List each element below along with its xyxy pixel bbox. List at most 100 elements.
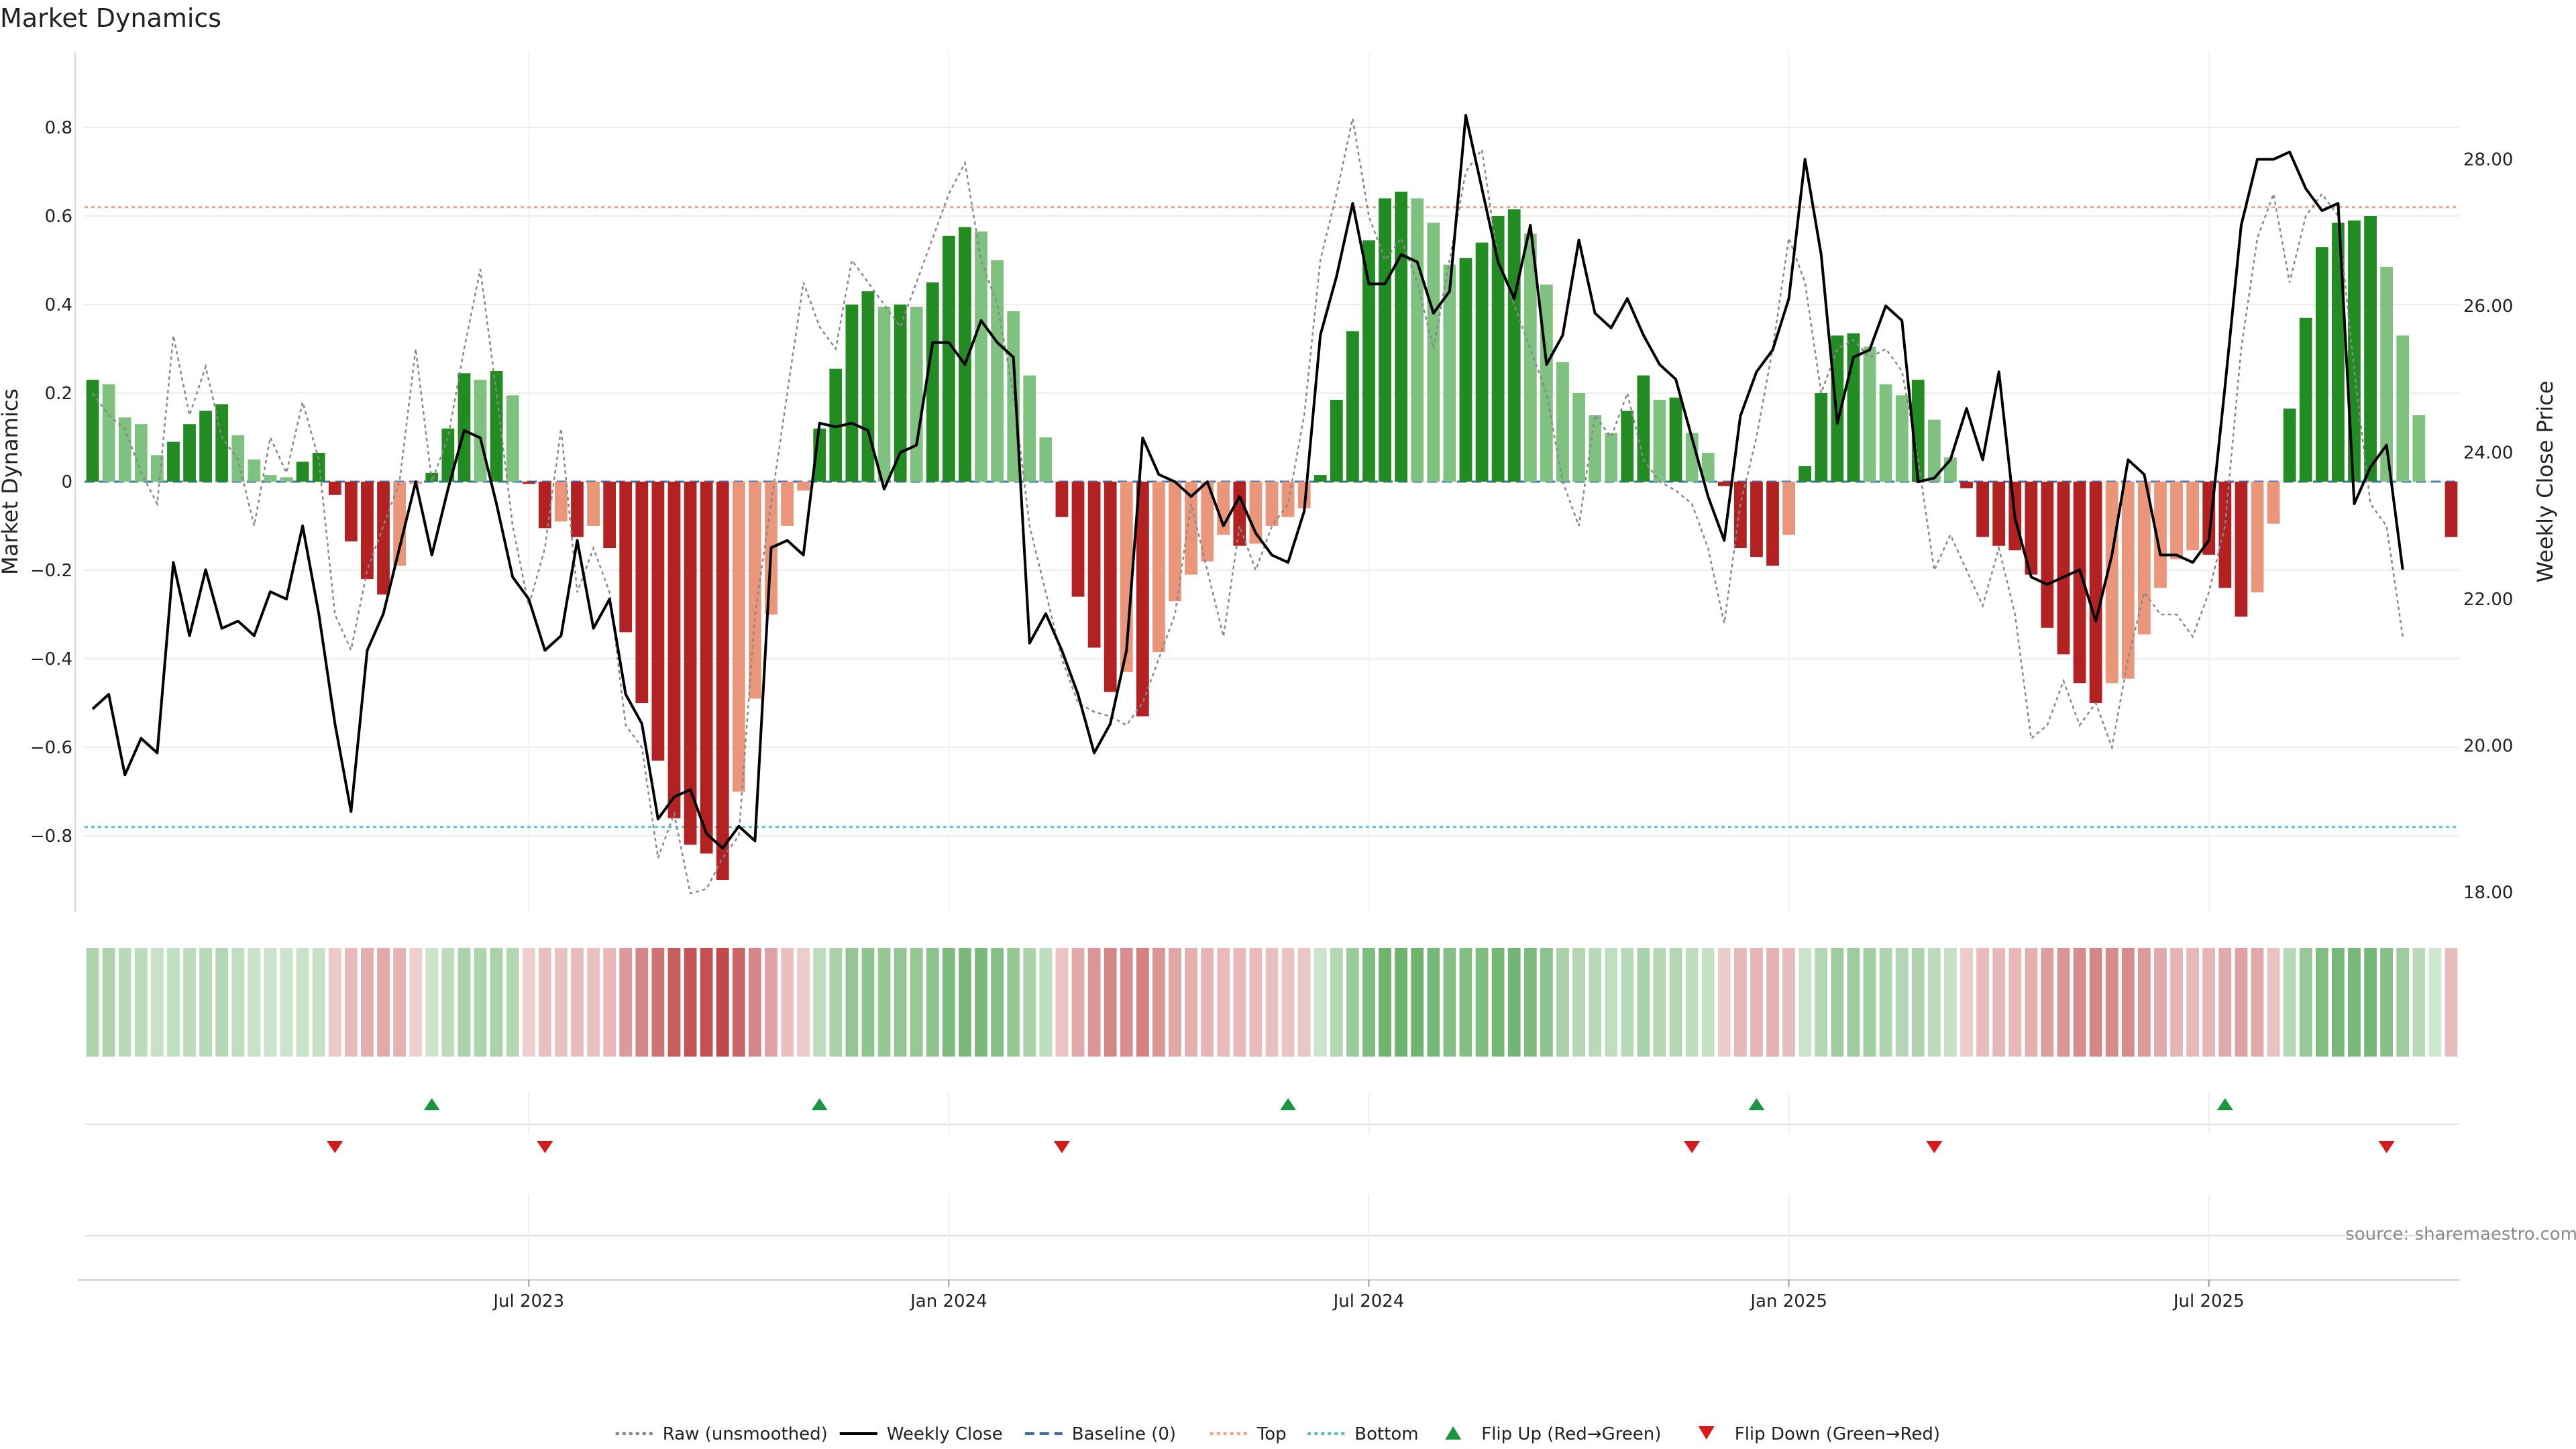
- legend-item-close: Weekly Close: [839, 1424, 1003, 1444]
- regime-cell: [1136, 948, 1149, 1057]
- weekly-close-line: [91, 113, 2404, 850]
- right-y-axis-label: Weekly Close Price: [2532, 380, 2558, 582]
- flip-down-marker: [1926, 1141, 1943, 1153]
- dynamics-bar: [587, 482, 600, 526]
- dynamics-bar: [716, 482, 729, 880]
- regime-cell: [1782, 948, 1796, 1057]
- regime-cell: [959, 948, 971, 1057]
- dynamics-bar: [1475, 242, 1489, 482]
- regime-cell: [926, 948, 939, 1057]
- legend-item-baseline: Baseline (0): [1024, 1424, 1176, 1444]
- regime-cell: [910, 948, 923, 1057]
- dynamics-bar: [748, 482, 761, 699]
- dynamics-bar: [1831, 335, 1844, 482]
- regime-cell: [215, 948, 229, 1057]
- legend-label: Weekly Close: [887, 1424, 1003, 1444]
- dynamics-bar: [1427, 222, 1440, 482]
- dynamics-bar: [1185, 482, 1197, 575]
- regime-cell: [797, 948, 810, 1057]
- regime-cell: [328, 948, 341, 1057]
- dynamics-bar: [312, 453, 325, 482]
- regime-cell: [2445, 948, 2458, 1057]
- regime-cell: [1669, 948, 1682, 1057]
- regime-cell: [619, 948, 633, 1057]
- regime-cell: [635, 948, 649, 1057]
- regime-cell: [1152, 948, 1165, 1057]
- dynamics-bar: [538, 482, 551, 529]
- dynamics-bar: [1459, 258, 1472, 482]
- dynamics-bar: [2380, 266, 2394, 482]
- regime-cell: [2364, 948, 2377, 1057]
- dynamics-bar: [2138, 482, 2151, 635]
- dynamics-bar: [1491, 216, 1505, 482]
- regime-cell: [199, 948, 213, 1057]
- regime-cell: [1944, 948, 1957, 1057]
- right-y-tick-label: 24.00: [2463, 443, 2513, 464]
- regime-cell: [1523, 948, 1537, 1057]
- dynamics-bar: [2105, 482, 2118, 684]
- right-y-tick-label: 22.00: [2463, 590, 2513, 610]
- legend-item-raw: Raw (unsmoothed): [615, 1424, 828, 1444]
- flip-markers-panel: [85, 1093, 2459, 1278]
- raw-unsmoothed-line: [91, 118, 2404, 895]
- flip-down-marker: [327, 1141, 343, 1153]
- dynamics-bar: [1233, 482, 1246, 546]
- x-tick-label: Jul 2024: [1332, 1291, 1405, 1311]
- dynamics-bar: [1507, 209, 1521, 482]
- regime-cell: [1879, 948, 1892, 1057]
- source-note: source: sharemaestro.com: [2345, 1224, 2576, 1244]
- dynamics-bar: [2025, 482, 2038, 575]
- regime-cell: [2235, 948, 2248, 1057]
- dynamics-bar: [1523, 233, 1537, 482]
- regime-cell: [2170, 948, 2183, 1057]
- regime-cell: [1685, 948, 1699, 1057]
- regime-cell: [1960, 948, 1973, 1057]
- regime-cell: [86, 948, 99, 1057]
- regime-cell: [1379, 948, 1391, 1057]
- regime-cell: [1992, 948, 2006, 1057]
- regime-cell: [1007, 948, 1020, 1057]
- dynamics-bar: [183, 424, 196, 482]
- regime-cell: [2251, 948, 2264, 1057]
- dynamics-bar: [1330, 399, 1343, 482]
- regime-cell: [2105, 948, 2118, 1057]
- dynamics-bar: [1023, 375, 1036, 482]
- left-y-tick-label: 0.8: [45, 118, 72, 138]
- regime-cell: [2121, 948, 2135, 1057]
- dynamics-bar: [1637, 375, 1650, 482]
- dynamics-bar: [1815, 393, 1828, 482]
- dynamics-bar: [667, 482, 681, 818]
- regime-cell: [522, 948, 535, 1057]
- dynamics-bar: [991, 260, 1004, 482]
- regime-cell: [877, 948, 891, 1057]
- dynamics-bar: [86, 380, 99, 482]
- regime-cell: [458, 948, 471, 1057]
- regime-cell: [1799, 948, 1812, 1057]
- regime-cell: [991, 948, 1004, 1057]
- x-tick-label: Jan 2024: [909, 1291, 987, 1311]
- regime-cell: [1411, 948, 1424, 1057]
- regime-cell: [118, 948, 131, 1057]
- dynamics-bar: [167, 441, 180, 482]
- dynamics-bar: [361, 482, 374, 580]
- regime-cell: [1104, 948, 1117, 1057]
- left-y-axis-label: Market Dynamics: [0, 388, 23, 575]
- left-y-tick-label: −0.6: [30, 738, 72, 758]
- regime-cell: [667, 948, 681, 1057]
- dynamics-bar: [1895, 395, 1909, 482]
- dynamics-bar: [877, 307, 891, 482]
- dynamics-bar: [1362, 240, 1375, 482]
- regime-cell: [506, 948, 519, 1057]
- legend-item-top: Top: [1210, 1424, 1287, 1444]
- x-tick-label: Jul 2025: [2172, 1291, 2245, 1311]
- regime-cell: [474, 948, 487, 1057]
- dynamics-bar: [797, 482, 810, 491]
- regime-cell: [296, 948, 309, 1057]
- regime-cell: [1201, 948, 1214, 1057]
- regime-cell: [1863, 948, 1876, 1057]
- regime-cell: [1362, 948, 1375, 1057]
- dynamics-bar: [2154, 482, 2167, 588]
- dynamics-bar: [280, 477, 293, 482]
- regime-cell: [1233, 948, 1246, 1057]
